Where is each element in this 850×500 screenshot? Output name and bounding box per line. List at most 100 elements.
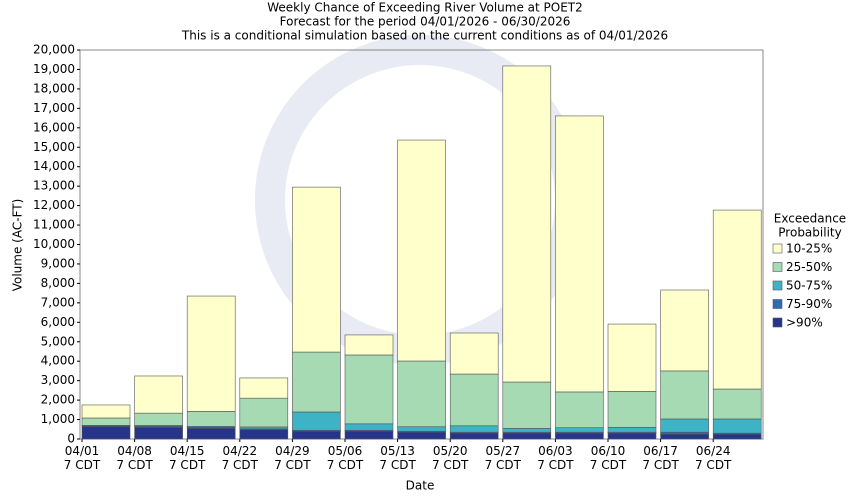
y-tick-label: 7,000 — [41, 295, 75, 309]
bar-segment — [555, 427, 604, 433]
bar-segment — [502, 65, 552, 383]
y-tick-label: 20,000 — [33, 43, 75, 57]
x-tick-label-line: 04/01 — [65, 444, 100, 458]
legend-label: 75-90% — [786, 297, 832, 311]
bar-segment — [344, 354, 394, 425]
legend-title: Exceedance — [774, 212, 846, 226]
bar-segment — [555, 115, 604, 393]
x-tick-label: 04/29 7 CDT — [274, 444, 311, 472]
chart-subtitle: This is a conditional simulation based o… — [181, 29, 668, 43]
x-tick-label-line: 7 CDT — [222, 458, 259, 472]
bar-segment — [292, 351, 341, 413]
x-tick-label: 04/15 7 CDT — [169, 444, 206, 472]
legend-label: 50-75% — [786, 279, 832, 293]
x-tick-label-line: 7 CDT — [590, 458, 627, 472]
bar-segment — [660, 289, 709, 372]
bar-segment — [502, 428, 552, 433]
bar-segment — [292, 430, 341, 440]
bar-segment — [344, 430, 394, 440]
y-tick-label: 1,000 — [41, 412, 75, 426]
bar-segment — [607, 427, 657, 433]
y-tick-label: 3,000 — [41, 373, 75, 387]
bar-segment — [712, 388, 762, 420]
bar-segment — [81, 417, 131, 426]
legend-swatch — [772, 299, 783, 309]
bar-segment — [397, 426, 446, 432]
x-tick-label-line: 06/17 — [643, 444, 678, 458]
x-tick-label: 06/17 7 CDT — [642, 444, 679, 472]
y-tick-label: 5,000 — [41, 334, 75, 348]
bar-segment — [607, 432, 657, 440]
bar-segment — [712, 418, 762, 434]
bar-segment — [81, 426, 131, 440]
bar-segment — [134, 412, 183, 426]
legend-title: Probability — [778, 226, 841, 240]
bar-segment — [607, 391, 657, 428]
x-tick-label-line: 06/24 — [696, 444, 731, 458]
bar-segment — [292, 186, 341, 353]
bar-segment — [555, 391, 604, 429]
bar-segment — [134, 427, 183, 440]
x-tick-label-line: 04/08 — [117, 444, 152, 458]
x-tick-label-line: 04/22 — [223, 444, 258, 458]
y-tick-label: 8,000 — [41, 276, 75, 290]
x-tick-label: 05/13 7 CDT — [379, 444, 416, 472]
y-tick-label: 6,000 — [41, 315, 75, 329]
x-tick-label-line: 7 CDT — [327, 458, 364, 472]
bar-segment — [344, 423, 394, 431]
x-axis-label: Date — [406, 479, 435, 493]
bar-segment — [186, 411, 236, 427]
x-tick-label-line: 7 CDT — [64, 458, 101, 472]
x-tick-label-line: 7 CDT — [116, 458, 153, 472]
bar-segment — [449, 432, 499, 440]
y-tick-label: 12,000 — [33, 198, 75, 212]
bar-segment — [186, 295, 236, 412]
bar-segment — [292, 411, 341, 431]
x-tick-label-line: 04/15 — [170, 444, 205, 458]
y-tick-label: 17,000 — [33, 101, 75, 115]
bar-segment — [449, 373, 499, 427]
bar-segment — [555, 432, 604, 440]
bar-segment — [502, 432, 552, 440]
y-tick-label: 2,000 — [41, 393, 75, 407]
y-tick-label: 19,000 — [33, 62, 75, 76]
bar-segment — [449, 332, 499, 375]
x-tick-label-line: 05/20 — [433, 444, 468, 458]
x-tick-label: 05/27 7 CDT — [485, 444, 522, 472]
x-tick-label-line: 05/06 — [328, 444, 363, 458]
legend-label: 10-25% — [786, 242, 832, 256]
bar-segment — [397, 431, 446, 440]
y-tick-label: 11,000 — [33, 218, 75, 232]
y-tick-label: 14,000 — [33, 159, 75, 173]
legend-swatch — [772, 243, 783, 254]
y-tick-label: 16,000 — [33, 120, 75, 134]
bar-segment — [449, 425, 499, 433]
chart-subtitle: Forecast for the period 04/01/2026 - 06/… — [280, 15, 571, 29]
x-tick-label: 06/03 7 CDT — [537, 444, 574, 472]
y-tick-label: 10,000 — [33, 237, 75, 251]
legend-swatch — [772, 262, 783, 272]
bar-segment — [660, 418, 709, 433]
bar-segment — [607, 323, 657, 392]
y-tick-label: 0 — [67, 432, 75, 446]
bar-segment — [712, 433, 762, 440]
x-tick-label-line: 04/29 — [275, 444, 310, 458]
x-tick-label-line: 7 CDT — [432, 458, 469, 472]
x-tick-label: 05/20 7 CDT — [432, 444, 469, 472]
x-tick-label-line: 7 CDT — [485, 458, 522, 472]
bar-segment — [660, 370, 709, 420]
x-tick-label-line: 7 CDT — [169, 458, 206, 472]
x-tick-label: 05/06 7 CDT — [327, 444, 364, 472]
bar-segment — [397, 360, 446, 428]
bar-segment — [502, 381, 552, 429]
bar-segment — [239, 397, 289, 428]
legend-label: >90% — [786, 316, 823, 330]
x-tick-label-line: 7 CDT — [537, 458, 574, 472]
y-tick-label: 9,000 — [41, 256, 75, 270]
x-tick-label-line: 7 CDT — [274, 458, 311, 472]
x-tick-label-line: 06/03 — [538, 444, 573, 458]
chart-title: Weekly Chance of Exceeding River Volume … — [267, 1, 583, 15]
y-axis-label: Volume (AC-FT) — [11, 199, 25, 292]
